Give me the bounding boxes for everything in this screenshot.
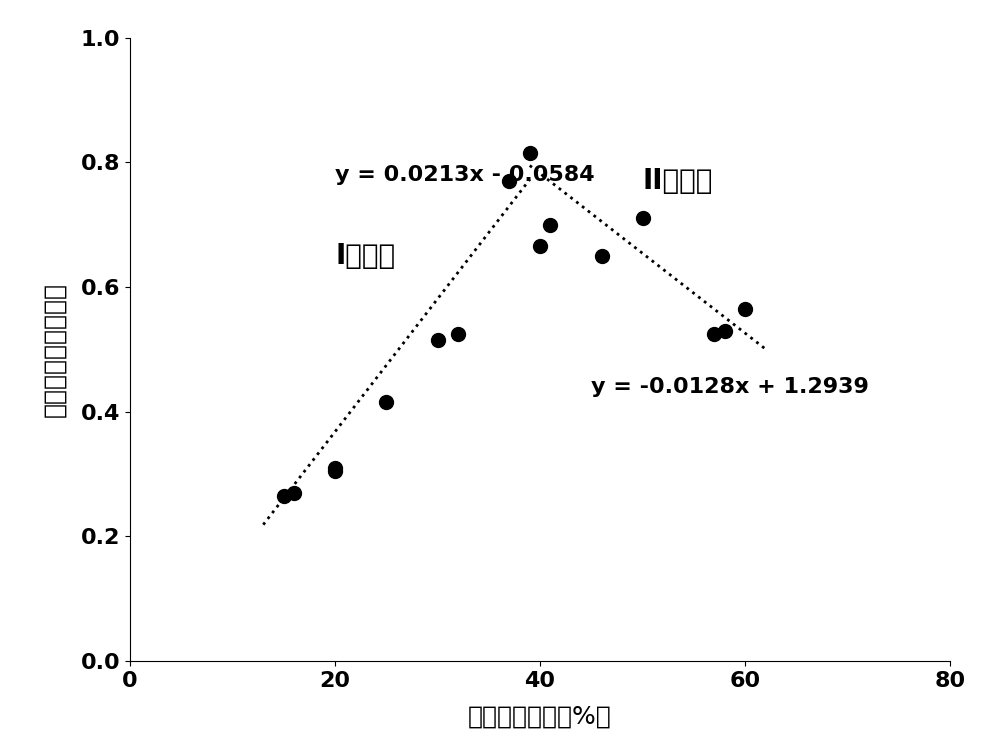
Point bbox=[327, 465, 343, 477]
Point bbox=[378, 397, 394, 409]
Y-axis label: 亲水指数（无因次）: 亲水指数（无因次） bbox=[43, 282, 67, 417]
Point bbox=[634, 213, 650, 225]
Point bbox=[286, 487, 302, 499]
Point bbox=[501, 175, 517, 187]
Point bbox=[430, 334, 446, 346]
Text: y = 0.0213x - 0.0584: y = 0.0213x - 0.0584 bbox=[335, 164, 595, 185]
Text: I类储层: I类储层 bbox=[335, 242, 395, 270]
Point bbox=[716, 324, 732, 336]
Text: II类储层: II类储层 bbox=[642, 167, 713, 195]
Point bbox=[327, 462, 343, 474]
Point bbox=[276, 490, 292, 502]
Point bbox=[522, 147, 538, 159]
Point bbox=[532, 240, 548, 252]
Point bbox=[706, 327, 722, 339]
Point bbox=[542, 219, 558, 231]
Text: y = -0.0128x + 1.2939: y = -0.0128x + 1.2939 bbox=[591, 376, 869, 397]
Point bbox=[450, 327, 466, 339]
X-axis label: 黏土矿物含量（%）: 黏土矿物含量（%） bbox=[468, 704, 612, 728]
Point bbox=[737, 303, 753, 315]
Point bbox=[594, 249, 610, 262]
